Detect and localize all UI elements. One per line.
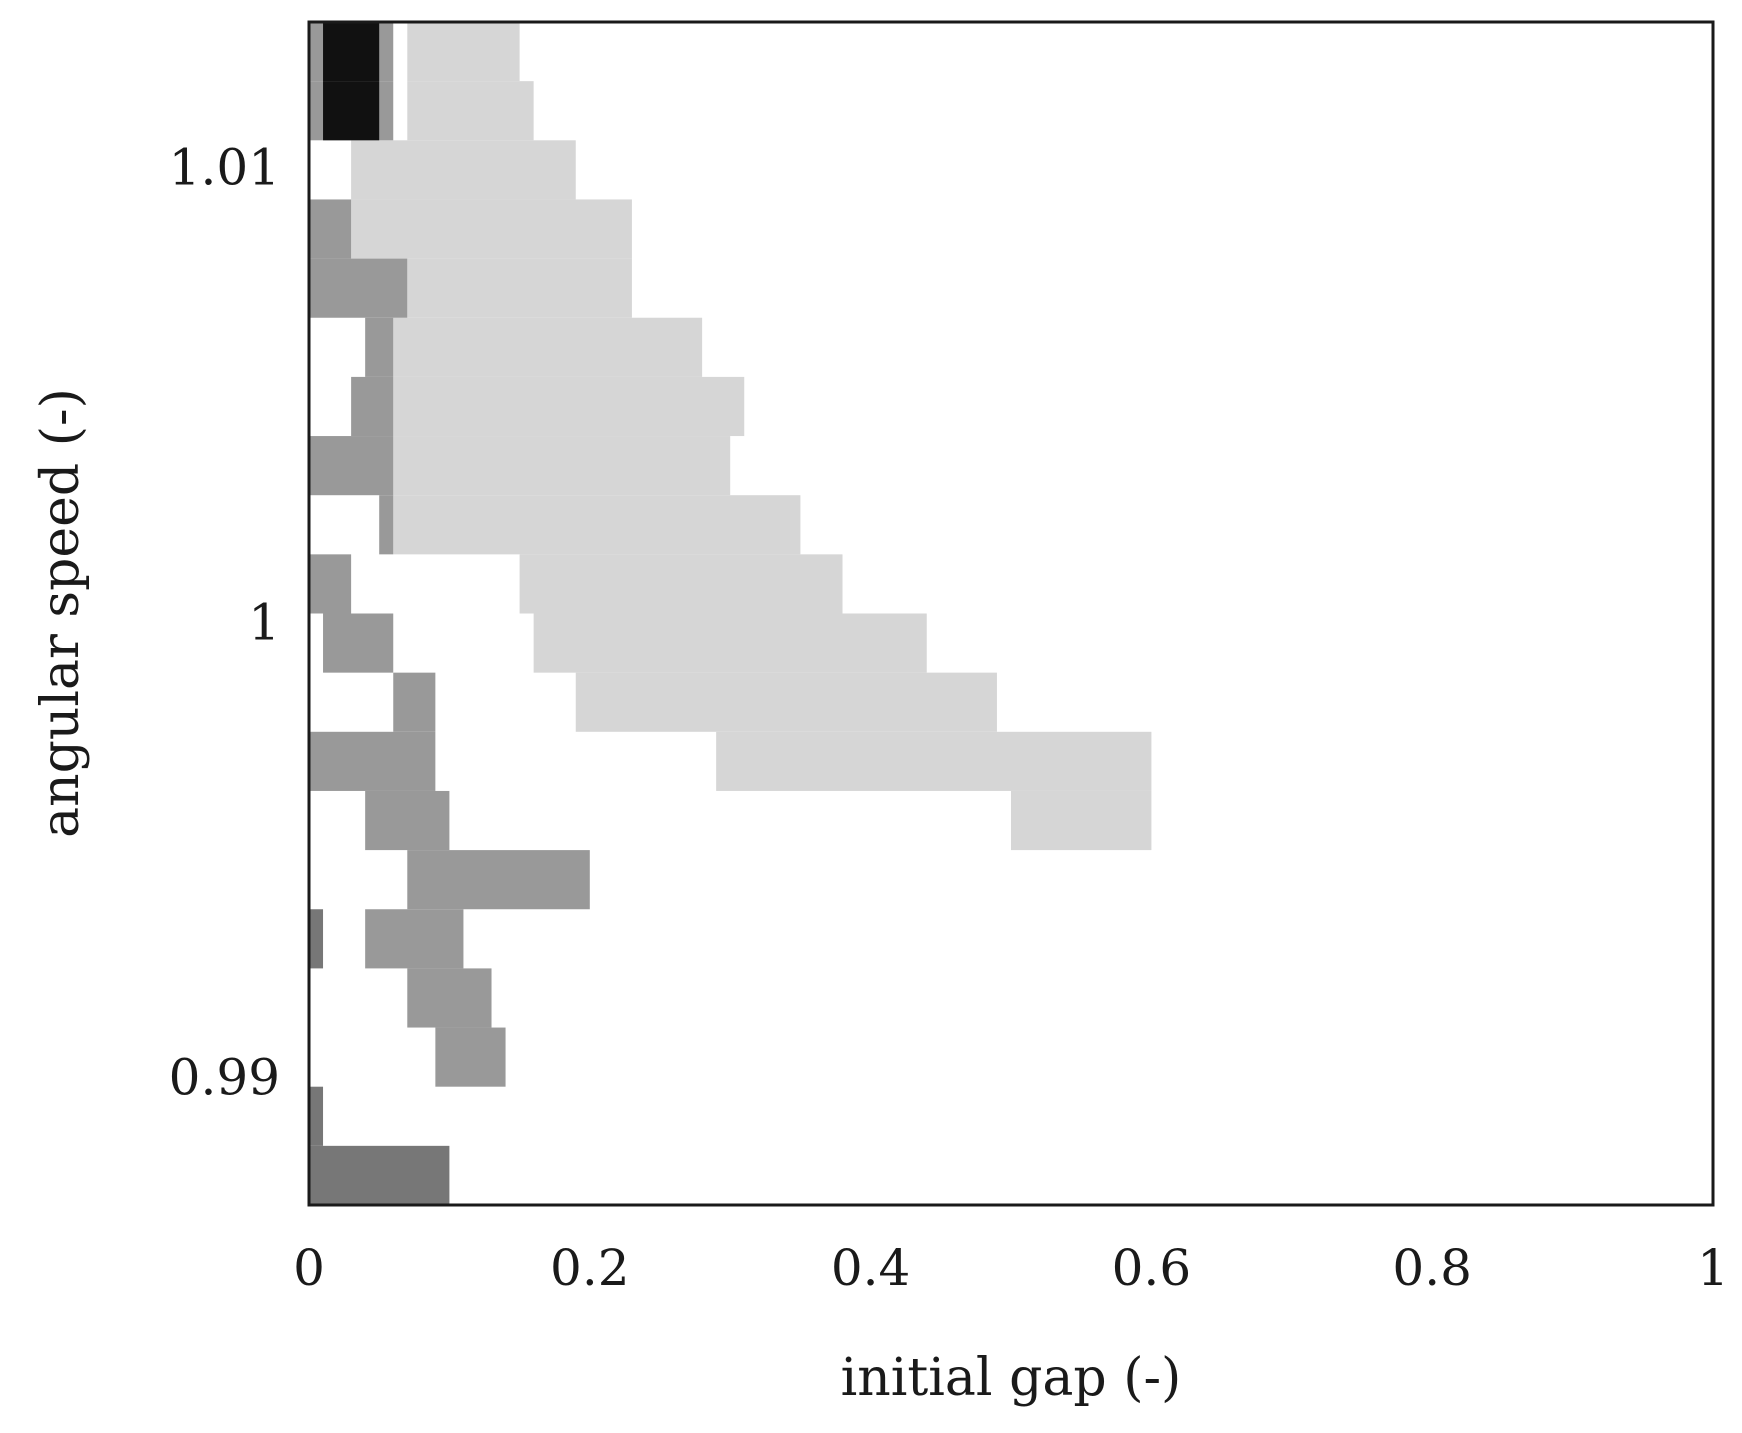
heatmap-cell	[351, 199, 632, 259]
heatmap-cell	[519, 554, 843, 614]
y-tick-label: 0.99	[169, 1049, 280, 1107]
heatmap-cell	[351, 376, 394, 437]
heatmap-cell	[533, 613, 927, 673]
x-tick-label: 0.8	[1392, 1239, 1472, 1297]
x-tick-label: 0.6	[1112, 1239, 1192, 1297]
heatmap-cell	[365, 317, 394, 377]
x-tick-label: 0.4	[831, 1239, 911, 1297]
heatmap-cell	[407, 81, 534, 141]
heatmap-cell	[393, 376, 745, 437]
x-tick-label: 1	[1697, 1239, 1729, 1297]
heatmap-cell	[393, 436, 731, 496]
heatmap-cell	[379, 495, 394, 555]
heatmap-cell	[1011, 790, 1152, 851]
heatmap-cells	[309, 22, 1152, 1205]
heatmap-cell	[323, 22, 380, 82]
heatmap-cell	[309, 258, 408, 318]
heatmap-cell	[309, 436, 394, 496]
heatmap-cell	[393, 317, 703, 377]
plot-frame	[307, 20, 1715, 1207]
heatmap-cell	[393, 672, 436, 732]
heatmap-cell	[575, 672, 997, 732]
y-tick-label: 1	[248, 594, 280, 652]
x-tick-label: 0	[293, 1239, 325, 1297]
heatmap-cell	[323, 81, 380, 141]
heatmap-cell	[309, 199, 352, 259]
heatmap-cell	[323, 613, 394, 673]
heatmap-cell	[351, 140, 576, 200]
heatmap-cell	[309, 1145, 450, 1205]
y-tick-label: 1.01	[169, 139, 280, 197]
x-axis-ticks: 0 0.2 0.4 0.6 0.8 1	[293, 1239, 1729, 1297]
heatmap-cell	[407, 850, 590, 910]
heatmap-cell	[435, 1027, 506, 1087]
y-axis-ticks: 0.99 1 1.01	[169, 139, 280, 1107]
heatmap-cell	[365, 790, 450, 851]
heatmap-cell	[365, 909, 464, 969]
heatmap-cell	[407, 968, 492, 1028]
heatmap-cell	[309, 554, 352, 614]
y-axis-label: angular speed (-)	[31, 388, 91, 838]
heatmap-cell	[393, 495, 801, 555]
heatmap-cell	[407, 22, 520, 82]
heatmap-cell	[309, 909, 324, 969]
heatmap-cell	[407, 258, 632, 318]
heatmap-cell	[716, 731, 1152, 791]
heatmap-cell	[309, 1086, 324, 1146]
heatmap-cell	[309, 731, 436, 791]
x-tick-label: 0.2	[550, 1239, 630, 1297]
x-axis-label: initial gap (-)	[841, 1348, 1182, 1408]
